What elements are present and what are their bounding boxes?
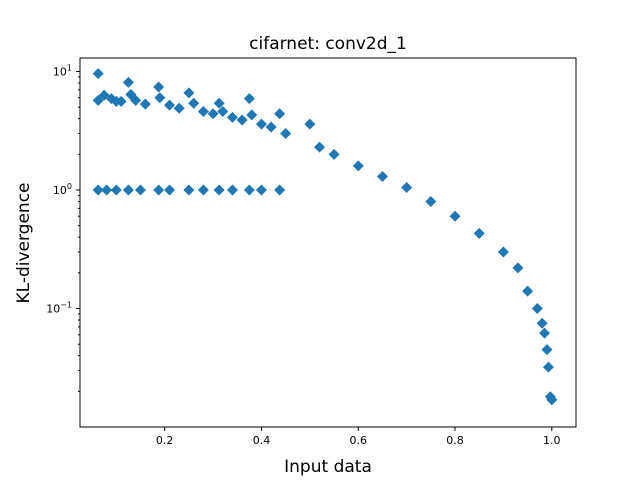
- data-point: [153, 184, 165, 196]
- y-axis-ticks: 10−1 100 101: [46, 64, 80, 392]
- data-point: [473, 227, 485, 239]
- data-point: [226, 111, 238, 123]
- data-point: [280, 127, 292, 139]
- data-point: [139, 98, 151, 110]
- plot-frame: [79, 57, 577, 428]
- data-point: [449, 210, 461, 222]
- data-point: [197, 184, 209, 196]
- data-point: [217, 105, 229, 117]
- data-point: [110, 184, 122, 196]
- data-point: [134, 184, 146, 196]
- data-point: [546, 394, 558, 406]
- data-point: [539, 327, 551, 339]
- data-point: [512, 262, 524, 274]
- chart-title: cifarnet: conv2d_1: [249, 34, 407, 54]
- data-point: [328, 148, 340, 160]
- data-point: [246, 109, 258, 121]
- data-point: [183, 184, 195, 196]
- data-point: [213, 97, 225, 109]
- scatter-points: [92, 68, 558, 406]
- y-axis-label: KL-divergence: [14, 182, 34, 303]
- data-point: [541, 344, 553, 356]
- data-point: [122, 76, 134, 88]
- data-point: [314, 141, 326, 153]
- x-tick-label: 0.8: [446, 434, 464, 447]
- data-point: [130, 94, 142, 106]
- data-point: [265, 121, 277, 133]
- data-point: [531, 303, 543, 315]
- data-point: [304, 118, 316, 130]
- data-point: [122, 184, 134, 196]
- data-point: [101, 184, 113, 196]
- data-point: [542, 361, 554, 373]
- data-point: [207, 108, 219, 120]
- data-point: [188, 97, 200, 109]
- data-point: [274, 184, 286, 196]
- x-tick-label: 0.4: [253, 434, 271, 447]
- data-point: [497, 246, 509, 258]
- y-tick-label: 10−1: [46, 301, 72, 316]
- data-point: [92, 184, 104, 196]
- x-axis-ticks: 0.2 0.4 0.6 0.8 1.0: [156, 427, 561, 447]
- data-point: [376, 170, 388, 182]
- data-point: [173, 102, 185, 114]
- data-point: [352, 160, 364, 172]
- data-point: [213, 184, 225, 196]
- data-point: [164, 184, 176, 196]
- data-point: [425, 195, 437, 207]
- data-point: [522, 285, 534, 297]
- data-point: [183, 87, 195, 99]
- y-tick-label: 100: [53, 182, 72, 197]
- data-point: [401, 181, 413, 193]
- x-tick-label: 0.2: [156, 434, 174, 447]
- data-point: [274, 108, 286, 120]
- x-tick-label: 1.0: [543, 434, 561, 447]
- x-axis-label: Input data: [284, 457, 372, 477]
- data-point: [197, 105, 209, 117]
- data-point: [115, 95, 127, 107]
- data-point: [153, 81, 165, 93]
- data-point: [536, 317, 548, 329]
- data-point: [154, 92, 166, 104]
- data-point: [243, 184, 255, 196]
- data-point: [92, 94, 104, 106]
- data-point: [255, 184, 267, 196]
- data-point: [255, 118, 267, 130]
- y-tick-label: 101: [53, 64, 72, 79]
- data-point: [236, 114, 248, 126]
- x-tick-label: 0.6: [349, 434, 367, 447]
- data-point: [164, 99, 176, 111]
- data-point: [243, 93, 255, 105]
- data-point: [92, 68, 104, 80]
- data-point: [226, 184, 238, 196]
